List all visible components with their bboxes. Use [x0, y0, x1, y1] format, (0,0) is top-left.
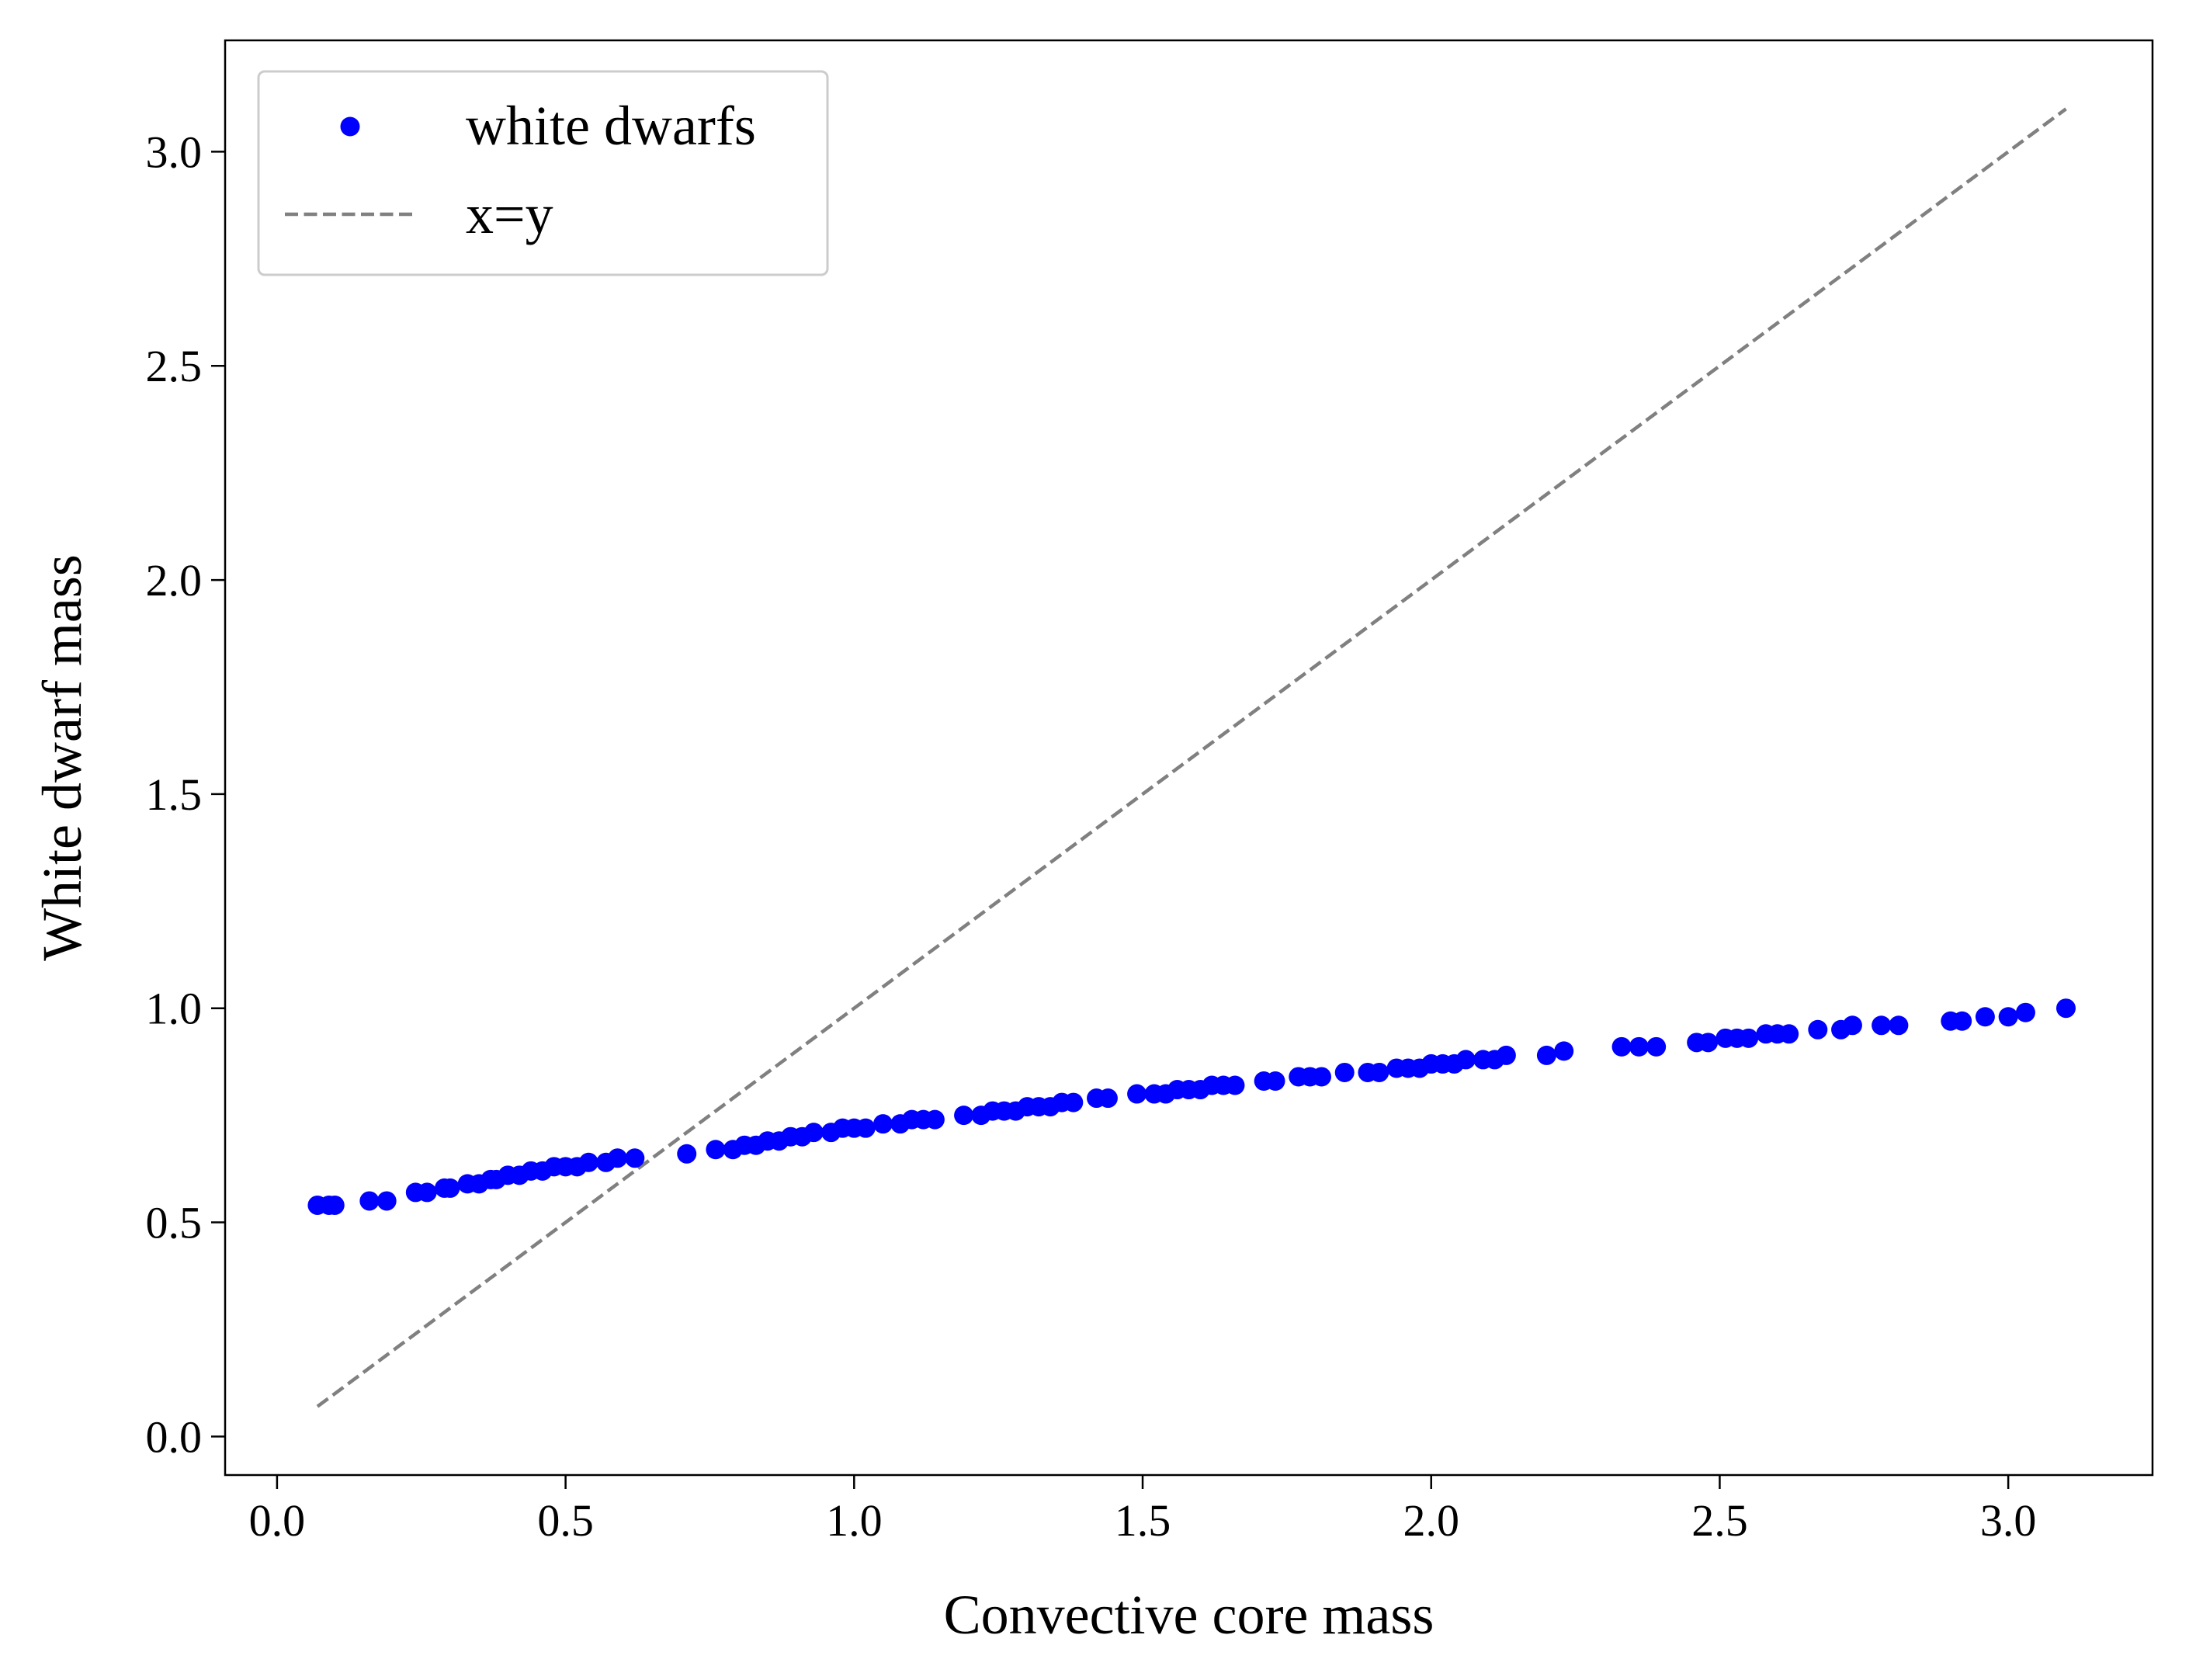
data-point	[1311, 1067, 1331, 1087]
y-tick-label: 0.0	[146, 1411, 203, 1462]
data-point	[1842, 1015, 1862, 1036]
data-point	[578, 1152, 598, 1172]
axes-frame	[224, 39, 2154, 1477]
data-point	[1611, 1036, 1632, 1057]
legend-label-identity-line: x=y	[466, 183, 553, 245]
data-point	[1455, 1050, 1476, 1070]
plot-area	[307, 107, 2076, 1408]
data-point	[1265, 1071, 1285, 1091]
data-point	[417, 1182, 437, 1203]
data-point	[324, 1195, 345, 1215]
data-point	[1698, 1033, 1719, 1053]
y-axis-ticks: 0.0 0.5 1.0 1.5 2.0 2.5 3.0	[146, 127, 225, 1462]
data-point	[925, 1109, 945, 1130]
y-tick-label: 1.0	[146, 984, 203, 1034]
x-axis-ticks: 0.0 0.5 1.0 1.5 2.0 2.5 3.0	[249, 1475, 2037, 1546]
data-point	[1629, 1036, 1649, 1057]
data-point	[803, 1123, 824, 1143]
data-point	[440, 1178, 460, 1198]
data-point	[1889, 1015, 1909, 1036]
data-point	[1739, 1028, 1759, 1048]
data-point	[706, 1140, 726, 1160]
data-point	[1872, 1015, 1892, 1036]
x-tick-label: 3.0	[1980, 1495, 2037, 1546]
data-point	[1536, 1045, 1556, 1065]
data-point	[855, 1118, 876, 1138]
legend-label-white-dwarfs: white dwarfs	[466, 95, 756, 157]
x-tick-label: 1.0	[826, 1495, 883, 1546]
data-point	[359, 1191, 380, 1211]
legend: white dwarfs x=y	[257, 70, 829, 276]
y-axis-title: White dwarf mass	[31, 554, 93, 961]
identity-line	[316, 107, 2067, 1408]
data-point	[376, 1191, 397, 1211]
data-point	[1334, 1062, 1355, 1082]
data-point	[1496, 1045, 1516, 1065]
data-point	[1098, 1088, 1118, 1109]
data-point	[2015, 1002, 2035, 1022]
data-point	[1808, 1019, 1828, 1040]
y-tick-label: 1.5	[146, 769, 203, 820]
x-tick-label: 0.5	[537, 1495, 594, 1546]
data-point	[1998, 1007, 2018, 1027]
data-points-layer	[307, 998, 2076, 1215]
data-point	[1975, 1007, 1995, 1027]
y-tick-label: 3.0	[146, 127, 203, 177]
data-point	[1369, 1062, 1389, 1082]
data-point	[1063, 1092, 1084, 1112]
y-tick-label: 2.5	[146, 341, 203, 391]
data-point	[1127, 1084, 1147, 1104]
y-tick-label: 2.0	[146, 555, 203, 606]
data-point	[2055, 998, 2076, 1019]
x-axis-title: Convective core mass	[944, 1584, 1434, 1646]
data-point	[1225, 1075, 1245, 1095]
data-point	[1952, 1011, 1972, 1031]
identity-line-layer	[316, 107, 2067, 1408]
x-tick-label: 1.5	[1115, 1495, 1171, 1546]
data-point	[954, 1106, 974, 1126]
data-point	[1554, 1041, 1574, 1061]
data-point	[1646, 1036, 1667, 1057]
data-point	[677, 1144, 697, 1164]
legend-box	[257, 70, 829, 276]
legend-marker-white-dwarfs	[340, 116, 360, 137]
y-tick-label: 0.5	[146, 1198, 203, 1248]
data-point	[872, 1114, 893, 1134]
data-point	[608, 1148, 628, 1168]
x-tick-label: 2.5	[1691, 1495, 1748, 1546]
data-point	[625, 1148, 645, 1168]
x-tick-label: 2.0	[1403, 1495, 1459, 1546]
data-point	[1779, 1024, 1799, 1044]
x-tick-label: 0.0	[249, 1495, 306, 1546]
